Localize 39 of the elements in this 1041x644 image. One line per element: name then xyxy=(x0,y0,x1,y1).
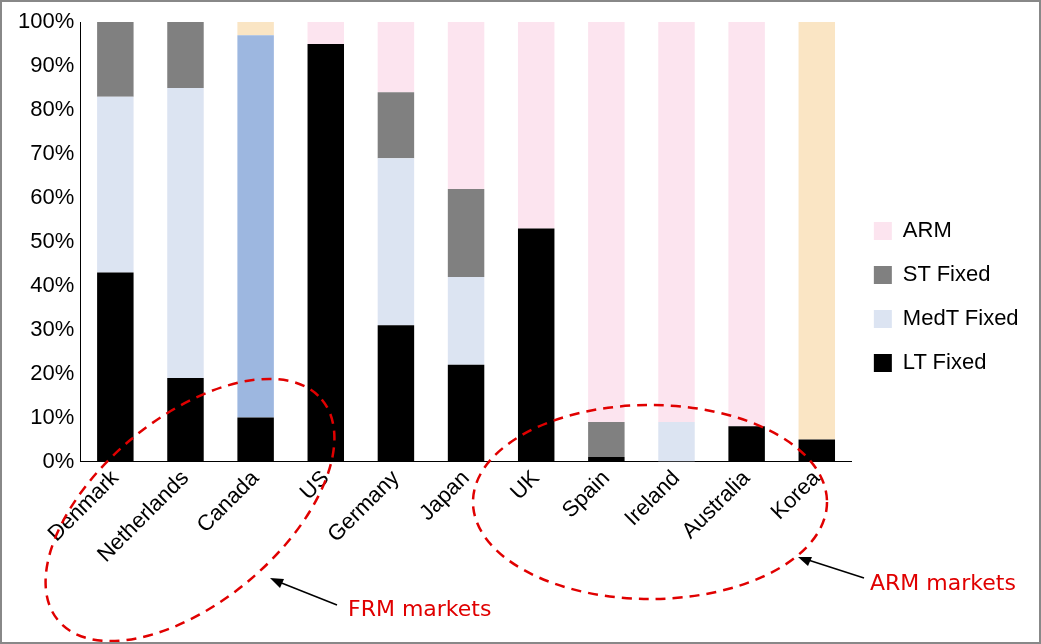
legend-label: ARM xyxy=(902,217,952,243)
bar xyxy=(97,96,134,273)
y-tick-label: 100% xyxy=(17,8,75,34)
bar xyxy=(377,158,415,326)
bar xyxy=(728,22,765,427)
bar xyxy=(307,22,345,44)
legend-label: LT Fixed xyxy=(902,349,987,375)
bar xyxy=(97,22,134,97)
bar xyxy=(167,22,204,88)
text: ARM markets xyxy=(870,569,1016,595)
bar xyxy=(167,87,204,378)
legend-label: MedT Fixed xyxy=(902,305,1019,331)
bar xyxy=(237,22,274,36)
bar xyxy=(658,22,695,422)
y-tick-label: 20% xyxy=(30,359,75,385)
y-tick-label: 0% xyxy=(42,447,75,473)
bar xyxy=(377,22,415,93)
y-tick-label: 60% xyxy=(30,183,75,209)
y-tick-label: 10% xyxy=(30,403,75,429)
y-tick-label: 30% xyxy=(30,315,75,341)
x-tick-label: US xyxy=(294,464,334,505)
bar xyxy=(588,421,625,458)
bar xyxy=(517,22,555,229)
y-tick-label: 90% xyxy=(30,52,75,78)
bar xyxy=(588,22,625,422)
y-tick-label: 50% xyxy=(30,227,75,253)
bar xyxy=(377,92,415,159)
text: FRM markets xyxy=(348,595,492,621)
legend-label: ST Fixed xyxy=(902,261,991,287)
bar xyxy=(447,22,485,189)
bar xyxy=(798,22,836,440)
y-tick-label: 80% xyxy=(30,95,75,121)
x-tick-label: UK xyxy=(504,464,545,505)
bar xyxy=(237,35,274,418)
y-tick-label: 70% xyxy=(30,139,75,165)
bar xyxy=(447,276,485,365)
bar xyxy=(447,188,485,277)
y-tick-label: 40% xyxy=(30,271,75,297)
bar xyxy=(658,421,695,462)
